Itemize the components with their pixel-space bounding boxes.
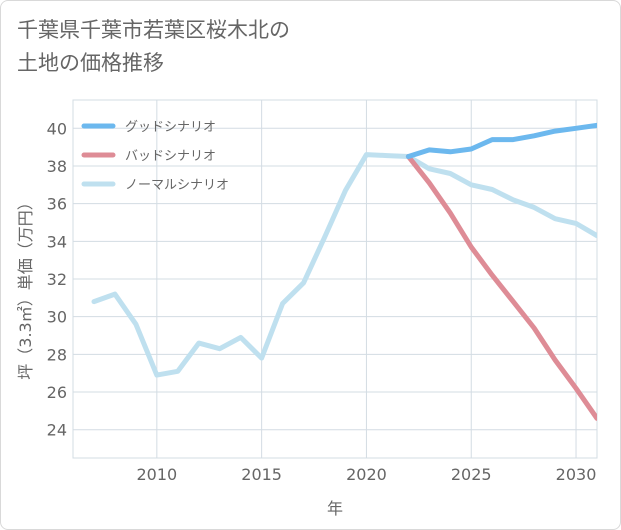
legend-label-2: ノーマルシナリオ (125, 178, 229, 193)
x-tick-label: 2030 (556, 465, 597, 484)
series-line-1 (405, 154, 597, 421)
y-tick-label: 40 (47, 119, 67, 138)
y-tick-label: 26 (47, 383, 67, 402)
legend-label-1: バッドシナリオ (125, 149, 216, 164)
y-tick-label: 38 (47, 157, 67, 176)
series-line-2 (91, 152, 597, 378)
y-tick-label: 24 (47, 421, 67, 440)
x-tick-label: 2020 (346, 465, 387, 484)
y-tick-label: 30 (47, 308, 67, 327)
x-tick-label: 2010 (136, 465, 177, 484)
y-axis-label: 坪（3.3㎡）単価（万円） (16, 194, 35, 379)
x-tick-label: 2025 (451, 465, 492, 484)
y-tick-label: 32 (47, 270, 67, 289)
y-tick-label: 36 (47, 195, 67, 214)
x-axis-label: 年 (327, 499, 343, 518)
legend-label-0: グッドシナリオ (125, 120, 216, 135)
chart-title: 千葉県千葉市若葉区桜木北の 土地の価格推移 (17, 18, 290, 75)
series-line-0 (405, 122, 597, 159)
y-tick-label: 34 (47, 232, 67, 251)
y-tick-label: 28 (47, 345, 67, 364)
x-tick-label: 2015 (241, 465, 282, 484)
